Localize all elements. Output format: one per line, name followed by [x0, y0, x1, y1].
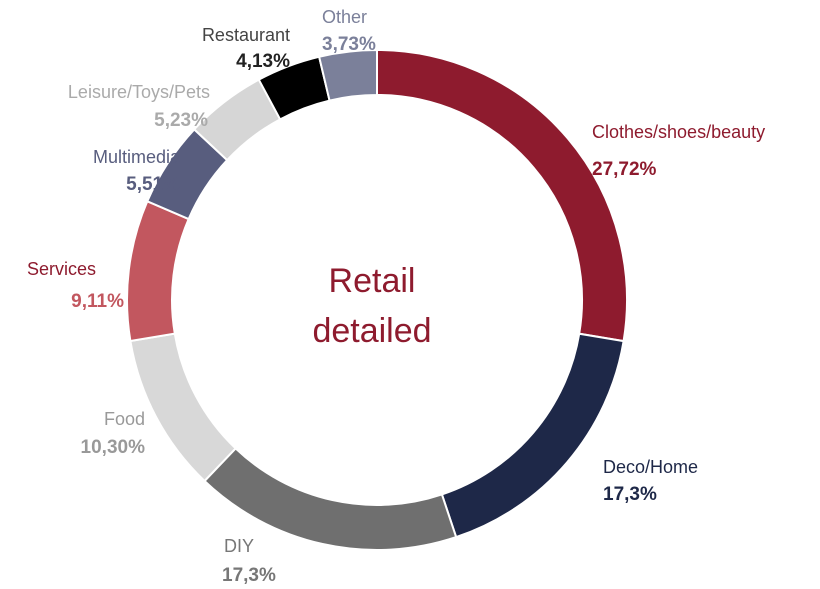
value-label: 10,30% [81, 437, 146, 458]
value-label: 9,11% [71, 291, 124, 312]
category-label: DIY [224, 536, 254, 556]
donut-segment [203, 447, 458, 551]
donut-segment [440, 332, 625, 539]
category-label: Leisure/Toys/Pets [68, 82, 210, 102]
category-label: Food [104, 409, 145, 429]
value-label: 5,23% [154, 110, 208, 131]
donut-segment [129, 332, 238, 483]
category-label: Clothes/shoes/beauty [592, 122, 765, 142]
value-label: 17,3% [222, 565, 276, 586]
center-label: detailed [312, 312, 431, 350]
donut-segment [126, 199, 190, 343]
value-label: 27,72% [592, 159, 657, 180]
value-label: 5,51% [126, 174, 180, 195]
category-label: Services [27, 259, 96, 279]
center-label: Retail [329, 262, 416, 300]
category-label: Deco/Home [603, 457, 698, 477]
donut-segment [317, 48, 378, 102]
category-label: Other [322, 7, 367, 27]
value-label: 3,73% [322, 34, 376, 55]
category-label: Multimedia [93, 147, 181, 167]
category-label: Restaurant [202, 25, 290, 45]
value-label: 4,13% [236, 51, 290, 72]
value-label: 17,3% [603, 484, 657, 505]
